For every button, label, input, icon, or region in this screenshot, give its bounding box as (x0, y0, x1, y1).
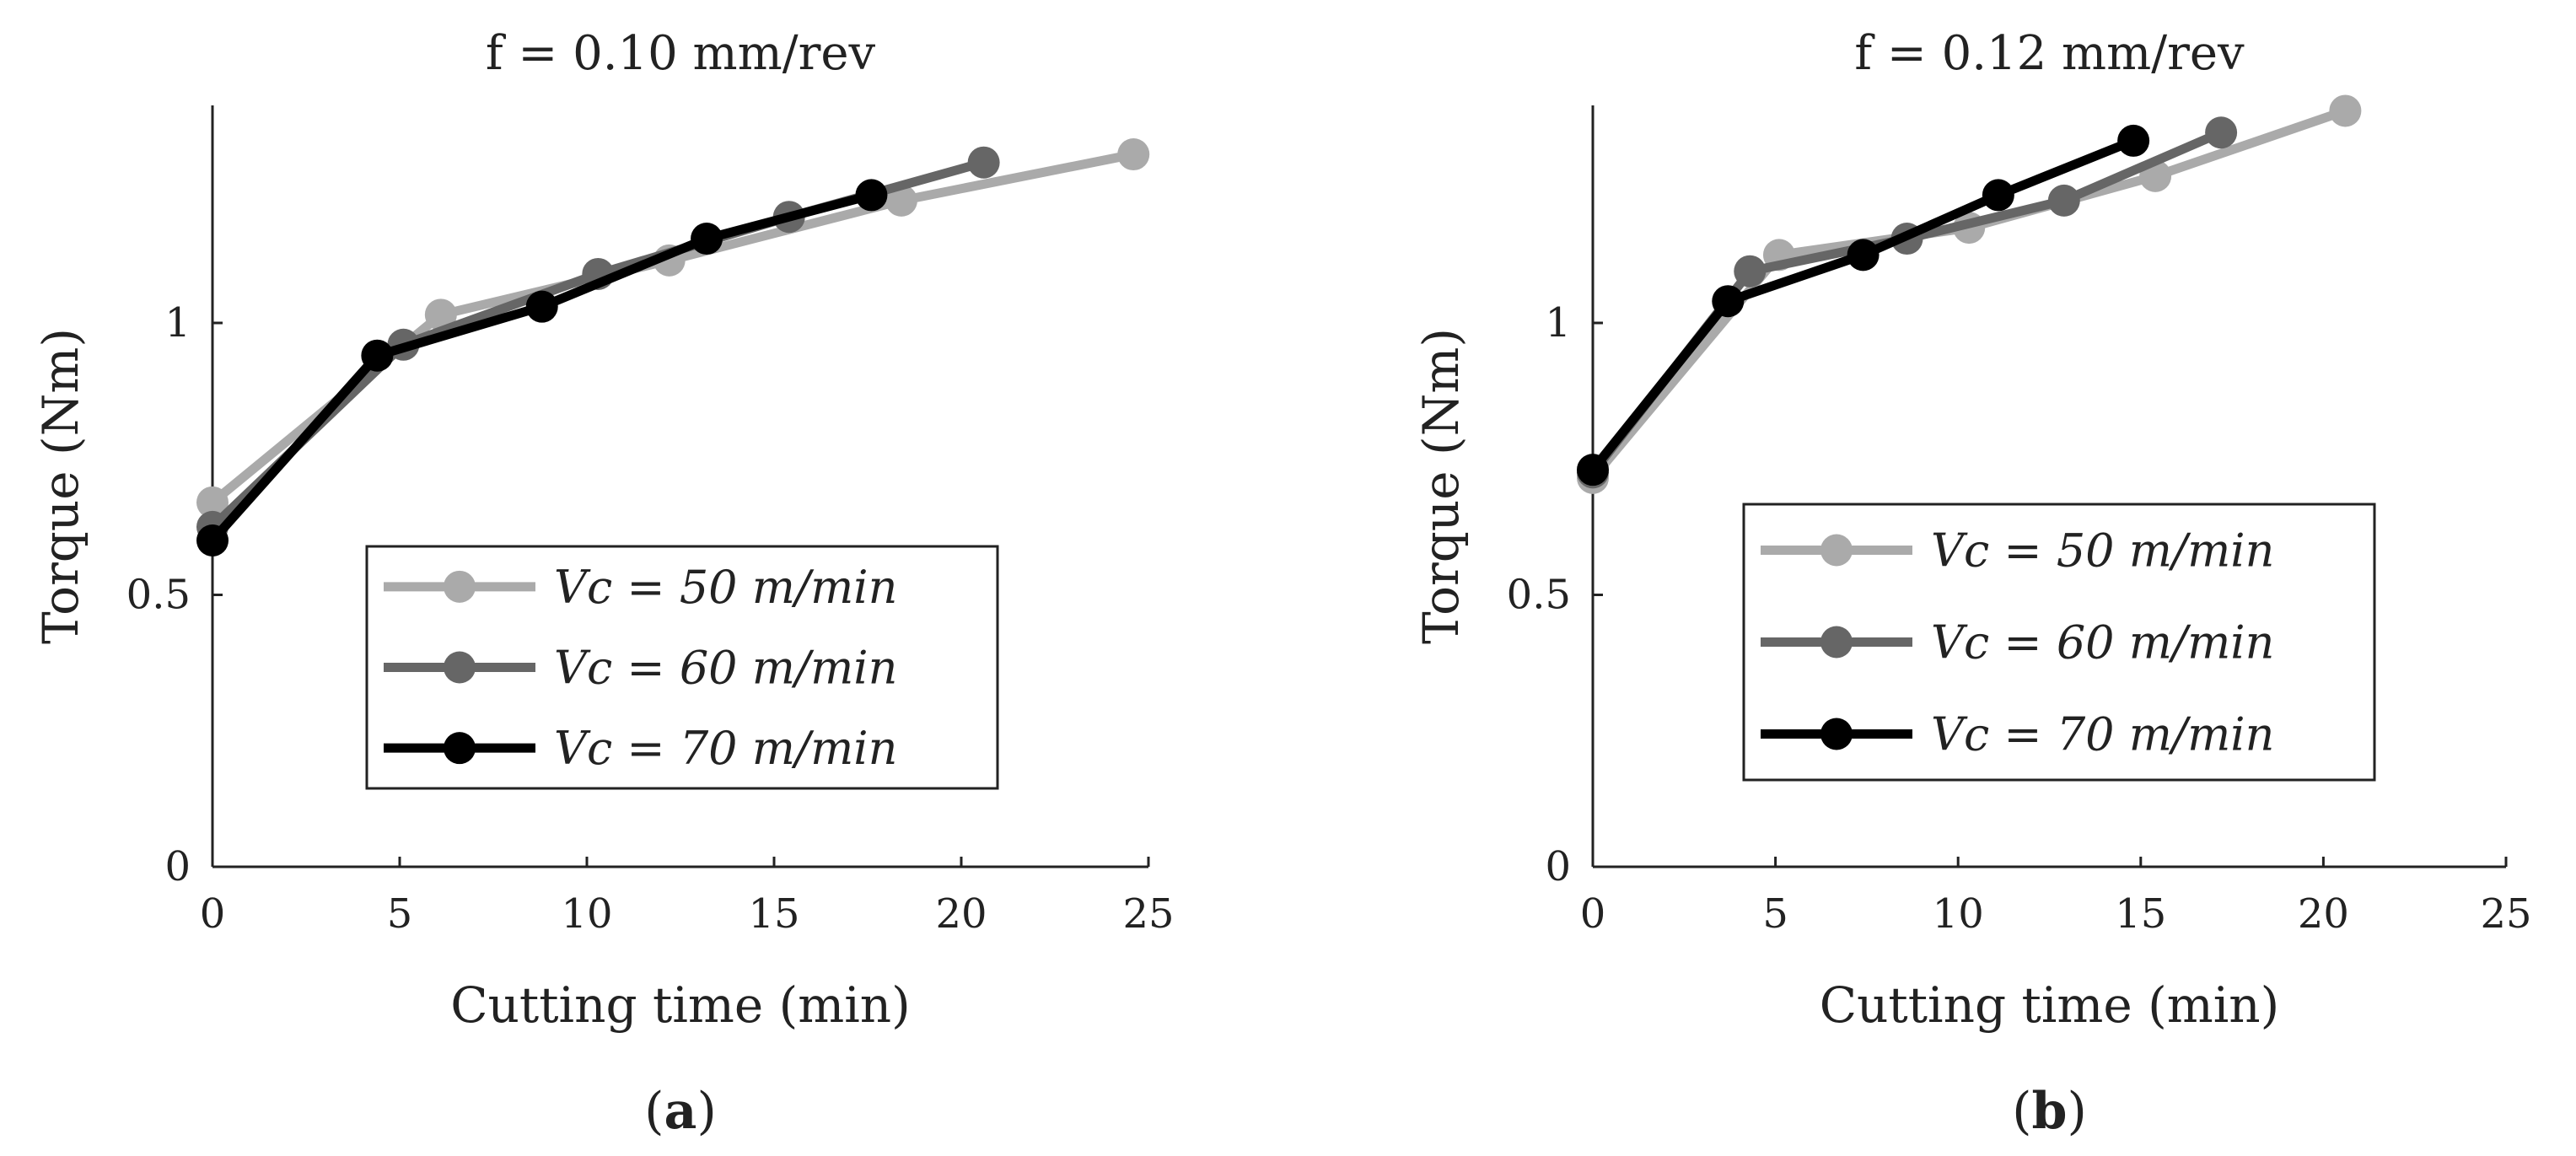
x-axis-label: Cutting time (min) (450, 976, 911, 1034)
panel-label: (b) (2012, 1082, 2087, 1141)
legend-swatch-marker (1820, 718, 1853, 750)
legend-entry: Vc = 70 m/min (1931, 708, 2274, 761)
panel-label-open: ( (2012, 1082, 2031, 1141)
y-tick-label: 0 (164, 843, 191, 890)
x-tick-label: 0 (1580, 890, 1606, 938)
x-tick-label: 15 (2115, 890, 2166, 938)
x-tick-label: 25 (1122, 890, 1174, 938)
data-point (525, 290, 558, 323)
x-tick-label: 5 (1762, 890, 1788, 938)
x-tick-label: 10 (1933, 890, 1984, 938)
data-point (2117, 124, 2150, 157)
data-point (1577, 454, 1609, 487)
legend-entry: Vc = 50 m/min (1931, 524, 2274, 578)
legend: Vc = 50 m/min Vc = 60 m/min Vc = 70 m/min (1742, 503, 2376, 782)
panel-b: 0 5 10 15 20 25 0 0.5 1 f = 0.12 mm/rev Cutting ti… (1412, 26, 2532, 1141)
data-point (1712, 285, 1745, 318)
legend-swatch-marker (444, 651, 476, 684)
data-point (196, 486, 229, 519)
legend-swatch-marker (1820, 534, 1853, 567)
chart-title: f = 0.12 mm/rev (1854, 26, 2245, 81)
chart-title: f = 0.10 mm/rev (486, 26, 876, 81)
legend-entry: Vc = 70 m/min (554, 722, 897, 775)
y-tick-label: 1 (164, 299, 191, 347)
x-tick-label: 0 (200, 890, 226, 938)
data-point (1117, 138, 1150, 171)
panel-label-close: ) (696, 1082, 716, 1141)
panel-a: 0 5 10 15 20 25 0 0.5 1 f = 0.10 mm/rev Cutting ti… (32, 26, 1175, 1141)
panel-label: (a) (644, 1082, 717, 1141)
y-tick-label: 1 (1545, 299, 1571, 347)
legend-swatch-marker (1820, 626, 1853, 659)
x-tick-label: 20 (2298, 890, 2349, 938)
legend: Vc = 50 m/min Vc = 60 m/min Vc = 70 m/min (365, 545, 999, 790)
data-point (1982, 179, 2014, 212)
legend-swatch-marker (444, 570, 476, 603)
panel-label-close: ) (2067, 1082, 2086, 1141)
data-point (2205, 116, 2238, 149)
data-point (1734, 255, 1767, 288)
x-tick-label: 25 (2480, 890, 2531, 938)
data-point (361, 339, 394, 372)
panel-label-letter: a (664, 1082, 697, 1141)
data-point (691, 223, 723, 255)
x-tick-label: 5 (387, 890, 413, 938)
x-tick-label: 20 (935, 890, 987, 938)
data-point (967, 146, 1000, 179)
data-point (2329, 94, 2362, 127)
y-tick-label: 0.5 (126, 572, 191, 619)
legend-entry: Vc = 50 m/min (554, 561, 897, 614)
x-tick-label: 10 (561, 890, 612, 938)
x-tick-label: 15 (748, 890, 799, 938)
data-point (196, 524, 229, 556)
data-point (855, 179, 888, 212)
legend-entry: Vc = 60 m/min (1931, 616, 2274, 669)
y-tick-label: 0.5 (1507, 572, 1571, 619)
data-point (424, 298, 457, 331)
data-point (1847, 239, 1880, 272)
y-axis-label: Torque (Nm) (32, 328, 89, 644)
y-axis-label: Torque (Nm) (1412, 328, 1470, 644)
legend-entry: Vc = 60 m/min (554, 642, 897, 695)
y-tick-label: 0 (1545, 843, 1571, 890)
panel-label-open: ( (644, 1082, 664, 1141)
x-axis-label: Cutting time (min) (1820, 976, 2280, 1034)
panel-label-letter: b (2032, 1082, 2068, 1141)
data-point (2047, 184, 2080, 217)
legend-swatch-marker (444, 732, 476, 765)
